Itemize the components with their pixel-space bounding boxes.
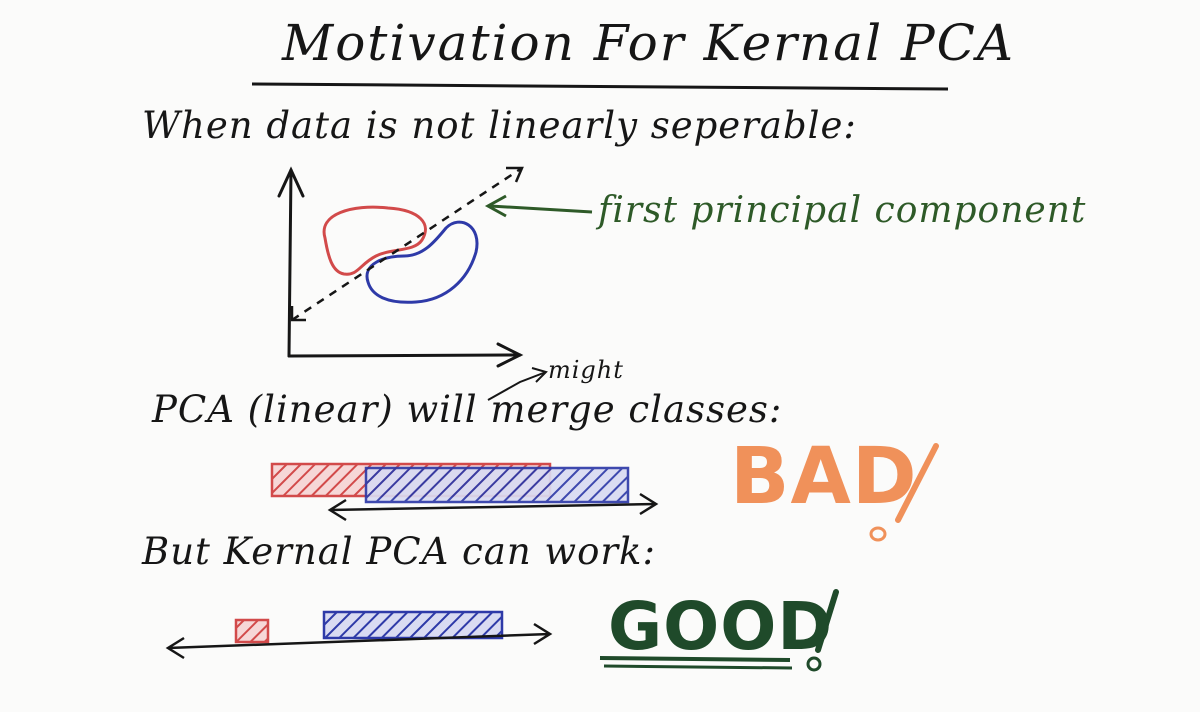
might-insert-arrowhead: [531, 367, 548, 383]
blue-class-cluster: [365, 220, 479, 304]
kpca-blue-projection-bar: [322, 610, 504, 640]
kpca-red-projection-bar: [234, 618, 270, 644]
good-exclamation-dot: [806, 656, 822, 672]
first-principal-component-line: [291, 166, 523, 322]
page-title: Motivation For Kernal PCA: [282, 14, 1015, 72]
first-principal-component-label: first principal component: [598, 190, 1087, 231]
kpca-axis-left-arrowhead: [165, 636, 185, 660]
heading-pca-merge: PCA (linear) will merge classes:: [152, 388, 783, 431]
title-underline: [251, 82, 949, 91]
red-class-cluster: [322, 205, 427, 276]
good-underline: [599, 656, 791, 662]
bad-verdict-label: BAD: [730, 432, 918, 522]
kpca-projection-axis: [167, 632, 551, 650]
good-exclamation-stroke: [815, 589, 839, 653]
good-underline-2: [603, 664, 793, 670]
heading-kernel-pca-works: But Kernal PCA can work:: [142, 530, 656, 573]
kpca-axis-right-arrowhead: [533, 622, 553, 646]
good-verdict-label: GOOD: [608, 588, 834, 665]
pca-axis-left-arrowhead: [327, 498, 347, 522]
y-axis: [287, 168, 293, 358]
bad-exclamation-stroke: [895, 443, 939, 523]
pca-blue-projection-bar: [364, 466, 630, 504]
y-axis-arrowhead: [277, 166, 305, 198]
pc-line-arrowhead-top: [506, 166, 524, 183]
pc-label-pointer-arrow: [489, 204, 593, 214]
bad-exclamation-dot: [869, 526, 887, 542]
might-insert-label: might: [548, 356, 624, 384]
pc-label-pointer-arrowhead: [484, 194, 507, 218]
pca-axis-right-arrowhead: [639, 492, 659, 516]
pca-projection-axis: [329, 502, 657, 512]
plot-axes: [277, 166, 524, 368]
x-axis: [287, 353, 522, 358]
x-axis-arrowhead: [496, 342, 524, 368]
heading-not-separable: When data is not linearly seperable:: [142, 104, 857, 147]
might-insert-arrow: [487, 371, 547, 401]
pc-line-arrowhead-bottom: [290, 306, 306, 322]
